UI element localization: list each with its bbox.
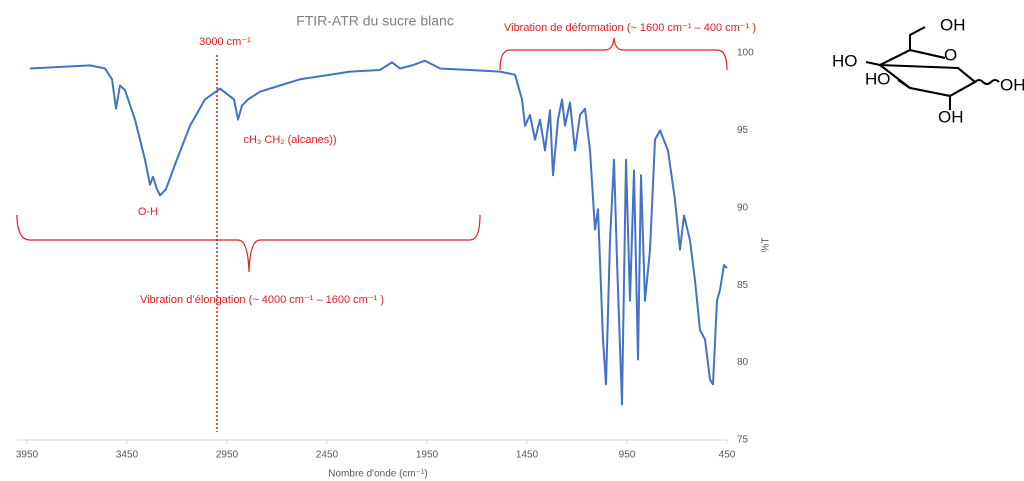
annotation: O-H bbox=[138, 206, 158, 218]
chart-title: FTIR-ATR du sucre blanc bbox=[296, 13, 454, 29]
atom-label: OH bbox=[940, 15, 966, 34]
annotation: Vibration de déformation (~ 1600 cm⁻¹ – … bbox=[504, 22, 756, 34]
atom-label: O bbox=[944, 45, 957, 64]
atom-label: HO bbox=[865, 69, 891, 88]
x-tick-label: 1450 bbox=[516, 450, 539, 461]
y-tick-label: 95 bbox=[737, 125, 749, 136]
x-tick-label: 2950 bbox=[216, 450, 239, 461]
y-tick-label: 85 bbox=[737, 280, 749, 291]
y-tick-label: 75 bbox=[737, 435, 749, 446]
atom-label: OH bbox=[1000, 75, 1024, 94]
atom-label: OH bbox=[938, 107, 964, 126]
y-tick-label: 90 bbox=[737, 202, 749, 213]
atom-label: HO bbox=[832, 51, 858, 70]
x-tick-label: 1950 bbox=[416, 450, 439, 461]
structure bbox=[865, 26, 1000, 110]
x-tick-label: 3450 bbox=[116, 450, 139, 461]
reference-label: 3000 cm⁻¹ bbox=[199, 36, 251, 48]
x-tick-label: 3950 bbox=[16, 450, 39, 461]
x-tick-label: 950 bbox=[619, 450, 636, 461]
y-axis-label: %T bbox=[761, 238, 772, 253]
y-tick-label: 100 bbox=[737, 48, 754, 59]
brace bbox=[16, 214, 481, 273]
annotation: cH₃ CH₂ (alcanes)) bbox=[243, 134, 336, 146]
x-tick-label: 2450 bbox=[316, 450, 339, 461]
x-axis-label: Nombre d'onde (cm⁻¹) bbox=[328, 469, 427, 480]
y-tick-label: 80 bbox=[737, 357, 749, 368]
spectrum-line bbox=[29, 59, 728, 406]
x-tick-label: 450 bbox=[719, 450, 736, 461]
annotation: Vibration d’élongation (~ 4000 cm⁻¹ – 16… bbox=[140, 294, 384, 306]
brace bbox=[499, 37, 728, 71]
